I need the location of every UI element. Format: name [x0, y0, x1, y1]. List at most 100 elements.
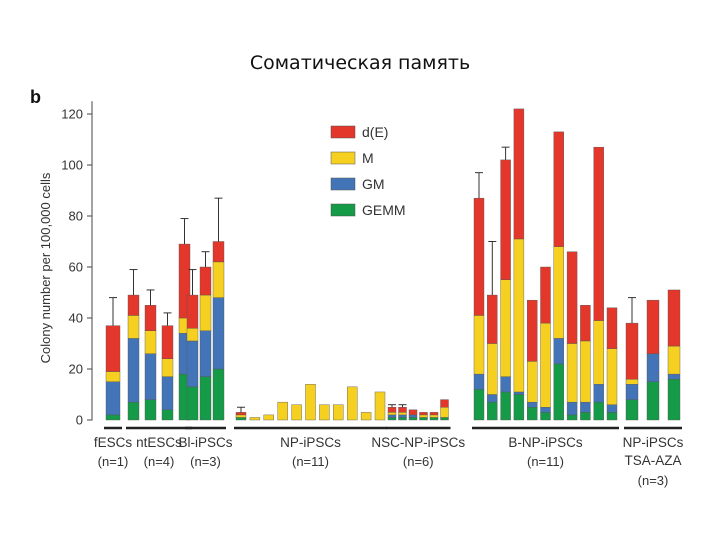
bar-segment: [263, 414, 274, 421]
bar-segment: [408, 414, 418, 418]
bar-segment: [186, 294, 199, 329]
y-axis-label: Colony number per 100,000 cells: [38, 172, 53, 363]
bar-segment: [212, 368, 225, 421]
bar-segment: [667, 379, 681, 421]
bar-segment: [212, 297, 225, 370]
bar-segment: [540, 412, 551, 421]
bar-segment: [161, 358, 174, 377]
bar-segment: [235, 412, 247, 416]
bar-segment: [500, 391, 511, 421]
panel-label: b: [30, 87, 41, 107]
bar-segment: [419, 417, 428, 421]
bar-segment: [212, 241, 225, 263]
bar-segment: [580, 412, 591, 421]
bar-segment: [374, 391, 386, 421]
group-label: B-NP-iPSCs: [508, 435, 583, 450]
bar-segment: [387, 414, 397, 418]
bar-segment: [606, 404, 618, 413]
bar-segment: [199, 330, 212, 377]
bar-segment: [144, 305, 157, 331]
bar-segment: [487, 294, 498, 344]
bar-segment: [387, 417, 397, 421]
group-label: ntESCs: [136, 435, 182, 450]
bar-segment: [606, 307, 618, 349]
bar-segment: [429, 412, 439, 416]
bar-segment: [199, 266, 212, 296]
group-label: NSC-NP-iPSCs: [371, 435, 465, 450]
bar-segment: [667, 345, 681, 375]
bar-segment: [235, 414, 247, 418]
bar-segment: [473, 389, 485, 421]
group-label: Bl-iPSCs: [178, 435, 232, 450]
group-n-label: (n=11): [527, 454, 564, 469]
group-label-line2: TSA-AZA: [624, 453, 681, 468]
bar-segment: [319, 404, 330, 421]
bar-segment: [144, 353, 157, 400]
bar-segment: [593, 146, 604, 321]
y-tick-label: 80: [69, 209, 83, 224]
bar-segment: [161, 376, 174, 410]
bar-segment: [553, 338, 564, 365]
bar-segment: [625, 384, 639, 400]
bar-segment: [408, 409, 418, 416]
bar-segment: [429, 417, 439, 421]
bar-segment: [566, 414, 578, 421]
y-tick-label: 120: [61, 107, 83, 122]
bar-segment: [606, 412, 618, 421]
bar-segment: [540, 322, 551, 408]
legend-label: GEMM: [362, 202, 406, 218]
bar-segment: [500, 279, 511, 377]
bar-segment: [398, 412, 407, 416]
legend-label: GM: [362, 176, 385, 192]
bar-segment: [646, 299, 660, 354]
bar-segment: [347, 386, 358, 421]
legend-label: M: [362, 150, 374, 166]
bar-segment: [186, 328, 199, 342]
bar-segment: [527, 361, 538, 403]
bar-segment: [593, 384, 604, 403]
bar-segment: [566, 401, 578, 416]
bar-segment: [144, 399, 157, 421]
bar-segment: [513, 394, 525, 421]
bar-segment: [398, 414, 407, 418]
bar-segment: [625, 322, 639, 380]
bar-segment: [593, 401, 604, 421]
legend-label: d(E): [362, 124, 388, 140]
bar-segment: [606, 348, 618, 405]
bar-segment: [553, 131, 564, 247]
y-tick-label: 60: [69, 260, 83, 275]
legend-swatch: [330, 151, 356, 165]
bar-segment: [440, 407, 449, 418]
y-tick-label: 0: [76, 413, 83, 428]
bar-segment: [667, 289, 681, 347]
bar-segment: [333, 404, 344, 421]
group-n-label: (n=1): [98, 454, 129, 469]
bar-segment: [305, 384, 316, 421]
bar-segment: [646, 381, 660, 421]
bar-segment: [186, 386, 199, 421]
bar-segment: [249, 417, 261, 421]
bar-segment: [419, 412, 428, 416]
legend-swatch: [330, 177, 356, 191]
bar-segment: [235, 417, 247, 421]
bar-segment: [513, 391, 525, 395]
bar-segment: [566, 343, 578, 403]
bar-segment: [440, 417, 449, 421]
bar-segment: [360, 412, 372, 421]
bar-segment: [473, 197, 485, 316]
bar-segment: [127, 294, 140, 316]
y-tick-label: 100: [61, 158, 83, 173]
bar-segment: [580, 340, 591, 403]
group-n-label: (n=3): [638, 473, 669, 488]
group-n-label: (n=6): [403, 454, 434, 469]
bar-segment: [500, 376, 511, 393]
bar-segment: [127, 315, 140, 339]
bar-segment: [553, 246, 564, 339]
bar-segment: [487, 401, 498, 421]
y-tick-label: 40: [69, 311, 83, 326]
bar-segment: [429, 414, 439, 418]
bar-segment: [398, 407, 407, 413]
bar-segment: [199, 294, 212, 331]
bar-segment: [580, 401, 591, 413]
